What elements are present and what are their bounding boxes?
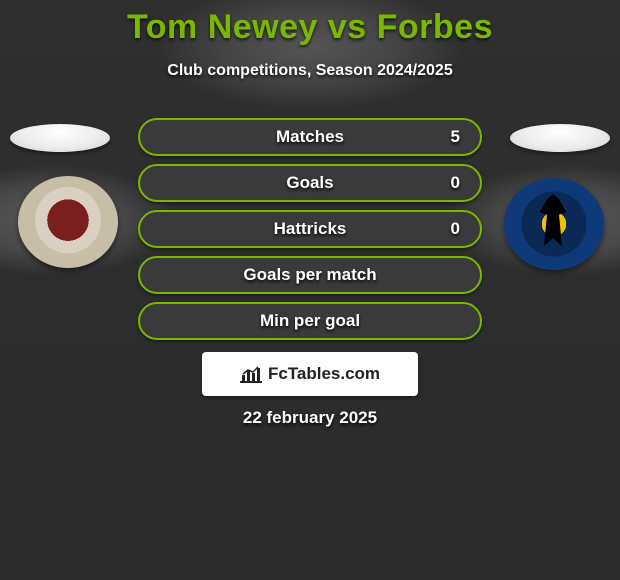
stat-value-right: 5 xyxy=(451,127,460,147)
stat-row-min-per-goal: Min per goal xyxy=(138,302,482,340)
stat-value-right: 0 xyxy=(451,219,460,239)
brand-badge[interactable]: FcTables.com xyxy=(202,352,418,396)
stat-row-hattricks: Hattricks 0 xyxy=(138,210,482,248)
comparison-card: Tom Newey vs Forbes Club competitions, S… xyxy=(0,0,620,580)
brand-text: FcTables.com xyxy=(268,364,380,384)
stat-label: Goals per match xyxy=(243,265,376,285)
stat-row-matches: Matches 5 xyxy=(138,118,482,156)
player-avatar-left xyxy=(10,124,110,152)
date-label: 22 february 2025 xyxy=(0,408,620,428)
stat-label: Hattricks xyxy=(274,219,347,239)
stat-label: Matches xyxy=(276,127,344,147)
club-crest-left xyxy=(18,176,118,268)
crest-figure-icon xyxy=(538,194,568,246)
stat-label: Goals xyxy=(286,173,333,193)
stat-value-right: 0 xyxy=(451,173,460,193)
stat-row-goals-per-match: Goals per match xyxy=(138,256,482,294)
subtitle: Club competitions, Season 2024/2025 xyxy=(0,62,620,80)
stat-label: Min per goal xyxy=(260,311,360,331)
page-title: Tom Newey vs Forbes xyxy=(0,8,620,47)
chart-icon xyxy=(240,365,262,383)
player-avatar-right xyxy=(510,124,610,152)
stat-row-goals: Goals 0 xyxy=(138,164,482,202)
stats-list: Matches 5 Goals 0 Hattricks 0 Goals per … xyxy=(138,118,482,348)
club-crest-right xyxy=(504,178,604,270)
